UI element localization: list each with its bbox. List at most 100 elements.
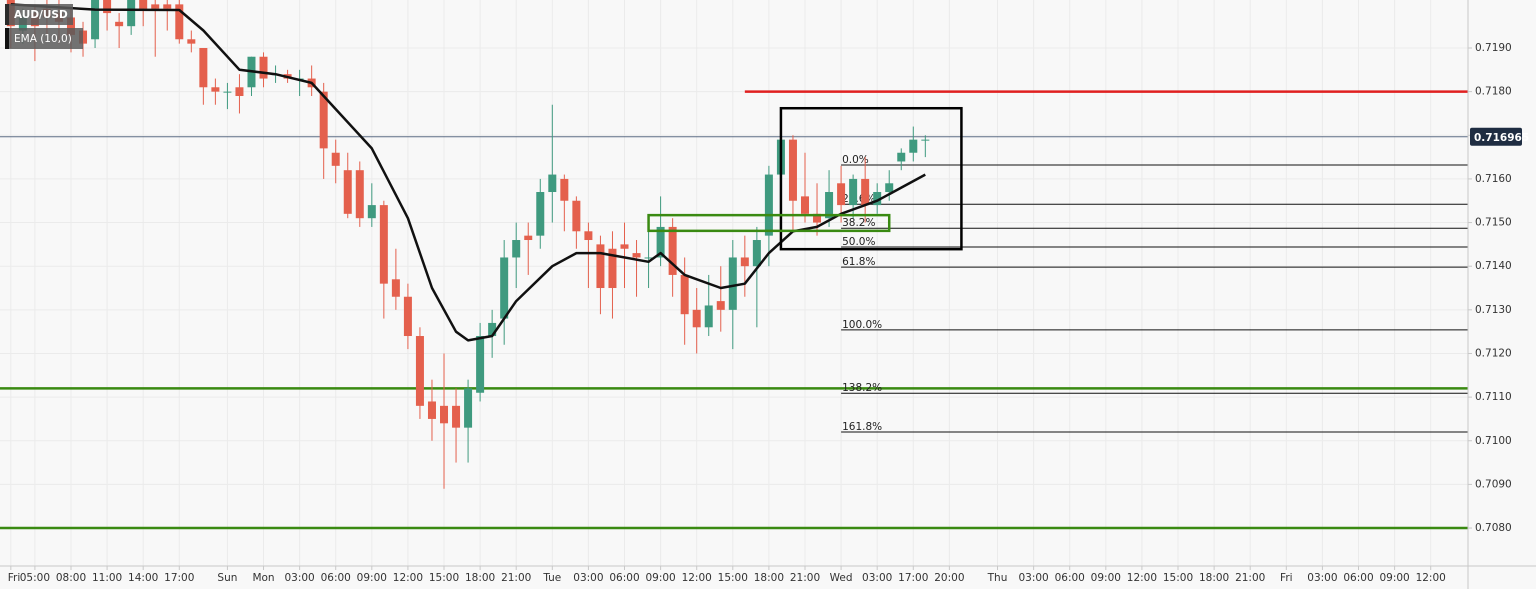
fib-label: 61.8% (842, 256, 875, 268)
annotation-box (779, 106, 963, 251)
y-tick-label: 0.7110 (1475, 391, 1512, 403)
x-tick-label: 06:00 (609, 572, 639, 584)
y-tick-label: 0.7130 (1475, 304, 1512, 316)
x-tick-label: 12:00 (1127, 572, 1157, 584)
x-tick-label: 09:00 (1379, 572, 1409, 584)
candle-body (427, 401, 436, 419)
candle-body (788, 139, 797, 201)
x-tick-label: 21:00 (501, 572, 531, 584)
candle-body (235, 87, 244, 97)
x-tick-label: 03:00 (284, 572, 314, 584)
candle-body (175, 4, 184, 40)
candle-body (656, 226, 665, 258)
candle-body (885, 183, 894, 193)
y-tick-label: 0.7080 (1475, 522, 1512, 534)
candle-body (861, 178, 870, 206)
x-tick-label: 03:00 (1307, 572, 1337, 584)
x-tick-label: 03:00 (573, 572, 603, 584)
y-tick-label: 0.7140 (1475, 260, 1512, 272)
candle-body (367, 205, 376, 219)
x-tick-label: 20:00 (934, 572, 964, 584)
x-tick-label: 06:00 (1343, 572, 1373, 584)
legend-box (5, 4, 73, 25)
candle-body (415, 336, 424, 406)
candle-body (584, 231, 593, 241)
x-tick-label: 18:00 (1199, 572, 1229, 584)
y-tick-label: 0.7100 (1475, 435, 1512, 447)
x-tick-label: 03:00 (862, 572, 892, 584)
candle-body (331, 152, 340, 166)
candle-body (103, 0, 112, 14)
candle-body (752, 240, 761, 267)
x-tick-label: 09:00 (1091, 572, 1121, 584)
x-tick-label: 12:00 (1416, 572, 1446, 584)
candle-body (91, 0, 100, 40)
candle-body (66, 17, 75, 35)
x-tick-label: 17:00 (164, 572, 194, 584)
candle-body (620, 244, 629, 249)
legend-label: EMA (10,0) (14, 33, 72, 45)
x-tick-label: 12:00 (682, 572, 712, 584)
x-tick-label: 11:00 (92, 572, 122, 584)
fib-label: 161.8% (842, 421, 882, 433)
x-tick-label: 21:00 (1235, 572, 1265, 584)
candle-body (379, 205, 388, 284)
candle-body (259, 56, 268, 79)
x-tick-label: 14:00 (128, 572, 158, 584)
candle-body (440, 405, 449, 424)
x-tick-label: 06:00 (1055, 572, 1085, 584)
candle-body (151, 4, 160, 9)
candle-body (391, 279, 400, 297)
candle-body (728, 257, 737, 310)
x-tick-label: 09:00 (645, 572, 675, 584)
annotation-box (647, 213, 891, 233)
candle-body (560, 178, 569, 201)
x-tick-label: 17:00 (898, 572, 928, 584)
candle-body (524, 235, 533, 241)
y-tick-label: 0.7120 (1475, 347, 1512, 359)
x-tick-label: Tue (542, 572, 561, 584)
candle-body (127, 0, 136, 27)
candle-body (79, 30, 88, 44)
x-tick-label: Fri (8, 572, 21, 584)
last-price-box (1470, 127, 1522, 146)
last-price-label: 0.716965 (1474, 132, 1529, 144)
candle-body (500, 257, 509, 319)
x-tick-label: Wed (830, 572, 853, 584)
candle-body (452, 405, 461, 428)
candle-body (668, 226, 677, 275)
candle-body (139, 0, 148, 9)
candle-body (403, 296, 412, 337)
candle-body (704, 305, 713, 328)
x-tick-label: 03:00 (1018, 572, 1048, 584)
x-tick-label: 15:00 (718, 572, 748, 584)
x-tick-label: 15:00 (429, 572, 459, 584)
candle-body (548, 174, 557, 193)
x-tick-label: 18:00 (754, 572, 784, 584)
x-tick-label: Sun (217, 572, 237, 584)
candle-body (199, 48, 208, 88)
legend-marker (5, 28, 9, 49)
x-tick-label: 18:00 (465, 572, 495, 584)
candle-body (813, 213, 822, 223)
candle-body (716, 301, 725, 310)
y-tick-label: 0.7180 (1475, 86, 1512, 98)
plot-area: 0.0%23.6%38.2%50.0%61.8%100.0%138.2%161.… (0, 0, 1468, 530)
y-tick-label: 0.7150 (1475, 217, 1512, 229)
fib-label: 50.0% (842, 236, 875, 248)
candle-body (680, 274, 689, 315)
candle-body (536, 192, 545, 236)
candle-body (343, 170, 352, 214)
y-tick-label: 0.7090 (1475, 478, 1512, 490)
candle-body (211, 87, 220, 92)
candle-body (800, 196, 809, 214)
y-tick-label: 0.7190 (1475, 42, 1512, 54)
candle-body (223, 91, 232, 93)
candle-body (464, 388, 473, 428)
legend: AUD/USD EMA (10,0) (5, 4, 83, 49)
x-tick-label: 06:00 (321, 572, 351, 584)
candle-body (849, 178, 858, 206)
x-tick-label: 12:00 (393, 572, 423, 584)
